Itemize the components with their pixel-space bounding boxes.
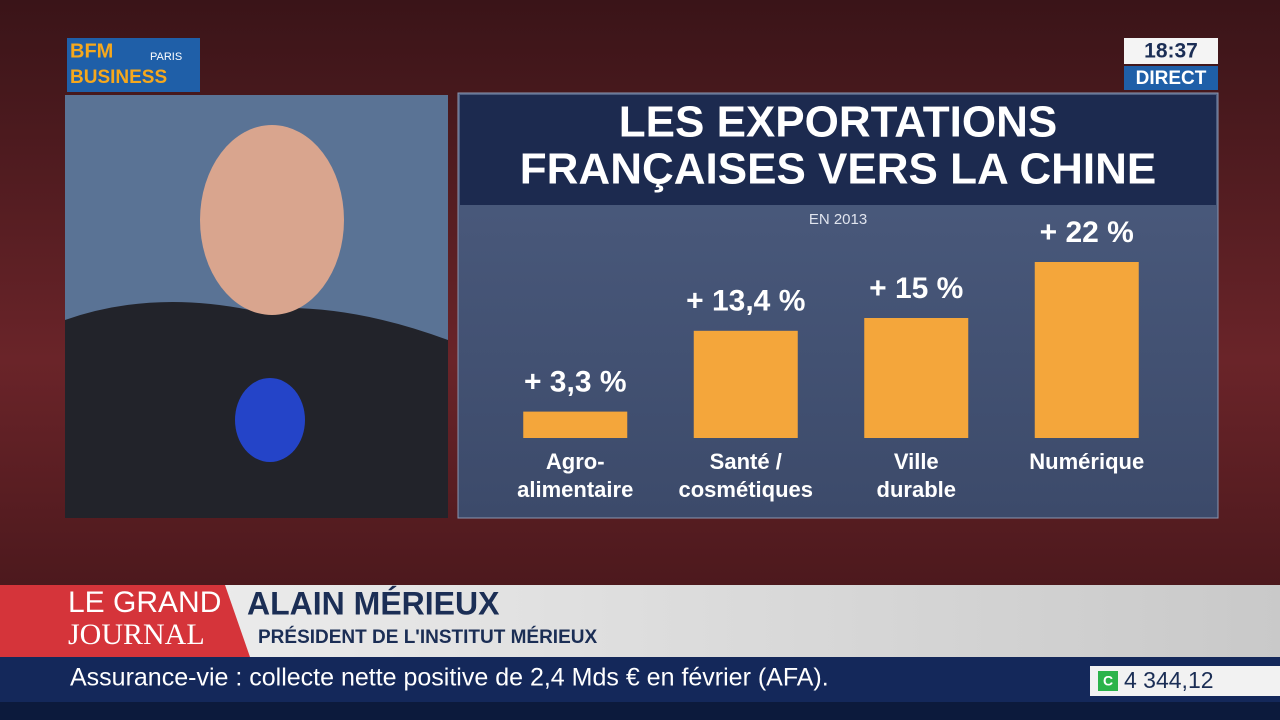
ticker-bar xyxy=(0,657,1280,702)
index-badge-label: C xyxy=(1103,673,1113,689)
bar xyxy=(693,330,798,438)
microphone xyxy=(235,378,305,462)
logo-box xyxy=(67,38,200,92)
bar xyxy=(1034,262,1139,438)
index-value: 4 344,12 xyxy=(1124,667,1214,693)
category-label: durable xyxy=(877,477,956,502)
category-label: Numérique xyxy=(1029,449,1144,474)
guest-role: PRÉSIDENT DE L'INSTITUT MÉRIEUX xyxy=(258,626,597,648)
clock: 18:37 xyxy=(1144,40,1198,63)
show-box xyxy=(0,585,250,657)
category-label: cosmétiques xyxy=(679,477,814,502)
value-label: + 22 % xyxy=(1040,216,1134,249)
category-label: Santé / xyxy=(710,449,782,474)
chart-title: FRANÇAISES VERS LA CHINE xyxy=(520,145,1156,194)
clock-box xyxy=(1124,38,1218,64)
chart-title: LES EXPORTATIONS xyxy=(619,98,1057,147)
index-box xyxy=(1090,666,1280,696)
logo-text: BFM xyxy=(70,40,113,62)
logo-text: BUSINESS xyxy=(70,67,167,88)
guest-name: ALAIN MÉRIEUX xyxy=(247,585,500,621)
show-title: JOURNAL xyxy=(68,618,205,651)
category-label: Agro- xyxy=(546,449,605,474)
index-badge xyxy=(1098,671,1118,691)
live-label: DIRECT xyxy=(1136,68,1207,89)
logo-text: PARIS xyxy=(150,51,182,63)
category-label: Ville xyxy=(894,449,939,474)
show-title: LE GRAND xyxy=(68,586,221,619)
value-label: + 15 % xyxy=(869,272,963,305)
bar xyxy=(864,318,969,438)
chart-header xyxy=(460,95,1216,205)
live-box xyxy=(1124,66,1218,90)
bottom-strip xyxy=(0,702,1280,720)
value-label: + 13,4 % xyxy=(686,285,805,318)
category-label: alimentaire xyxy=(517,477,633,502)
ticker-text: Assurance-vie : collecte nette positive … xyxy=(70,664,829,692)
person-head xyxy=(200,125,344,315)
value-label: + 3,3 % xyxy=(524,366,627,399)
chart-subtitle: EN 2013 xyxy=(809,211,867,228)
plot: + 3,3 % Agro-alimentaire + 13,4 % Santé / co… xyxy=(517,216,1144,502)
bar xyxy=(523,411,628,438)
